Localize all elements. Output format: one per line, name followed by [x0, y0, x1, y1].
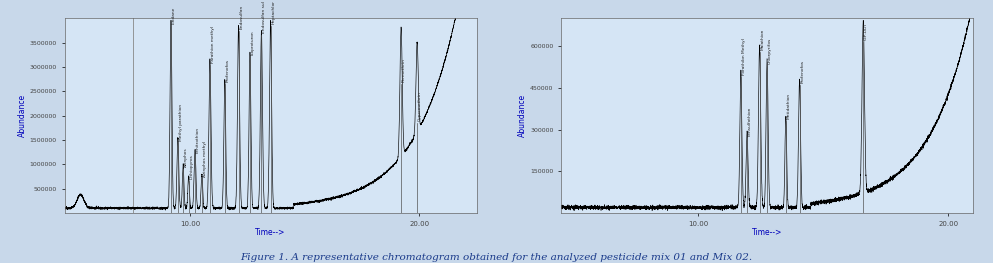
Text: Azinphos methyl: Azinphos methyl	[203, 141, 207, 177]
Text: Profenofos: Profenofos	[800, 60, 804, 83]
X-axis label: Time-->: Time-->	[752, 228, 782, 237]
Text: Fenitrothion: Fenitrothion	[196, 127, 200, 153]
Text: Lindane: Lindane	[172, 6, 176, 24]
Text: Fensulfothion: Fensulfothion	[748, 107, 752, 136]
Text: Figure 1. A representative chromatogram obtained for the analyzed pesticide mix : Figure 1. A representative chromatogram …	[240, 253, 753, 262]
Text: Heptachlor: Heptachlor	[271, 0, 275, 24]
Text: Dithiopyros: Dithiopyros	[190, 155, 194, 179]
Text: Chlorpyrifos: Chlorpyrifos	[769, 38, 773, 64]
Text: Endosulfan sul: Endosulfan sul	[262, 2, 266, 33]
Text: Cypermethrin: Cypermethrin	[418, 91, 422, 121]
Text: Metidathion: Metidathion	[786, 93, 790, 119]
Y-axis label: Abundance: Abundance	[18, 94, 27, 137]
Text: O,P-DDT: O,P-DDT	[864, 22, 868, 40]
Text: Endosulfan: Endosulfan	[239, 4, 243, 29]
X-axis label: Time-->: Time-->	[255, 228, 286, 237]
Text: Azinphos: Azinphos	[184, 148, 188, 167]
Text: Profenofos: Profenofos	[225, 59, 229, 82]
Text: Forathibn Methyl: Forathibn Methyl	[742, 38, 746, 75]
Text: Isoproturon: Isoproturon	[251, 31, 255, 55]
Text: Parathion methyl: Parathion methyl	[211, 26, 214, 63]
Text: Methyl parathion: Methyl parathion	[179, 103, 183, 140]
Text: Malathion: Malathion	[761, 28, 765, 50]
Text: Permethrin: Permethrin	[402, 58, 406, 82]
Y-axis label: Abundance: Abundance	[518, 94, 527, 137]
